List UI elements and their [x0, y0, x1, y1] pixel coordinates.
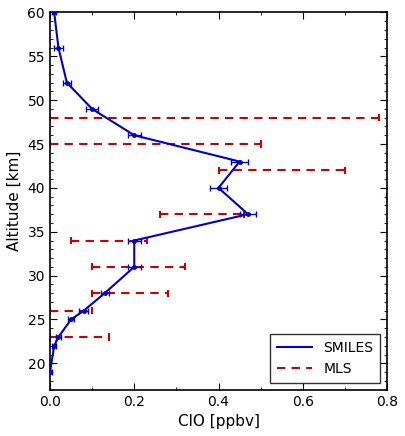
Legend: SMILES, MLS: SMILES, MLS	[271, 334, 380, 383]
Y-axis label: Altitude [km]: Altitude [km]	[7, 151, 22, 251]
X-axis label: ClO [ppbv]: ClO [ppbv]	[177, 414, 260, 429]
